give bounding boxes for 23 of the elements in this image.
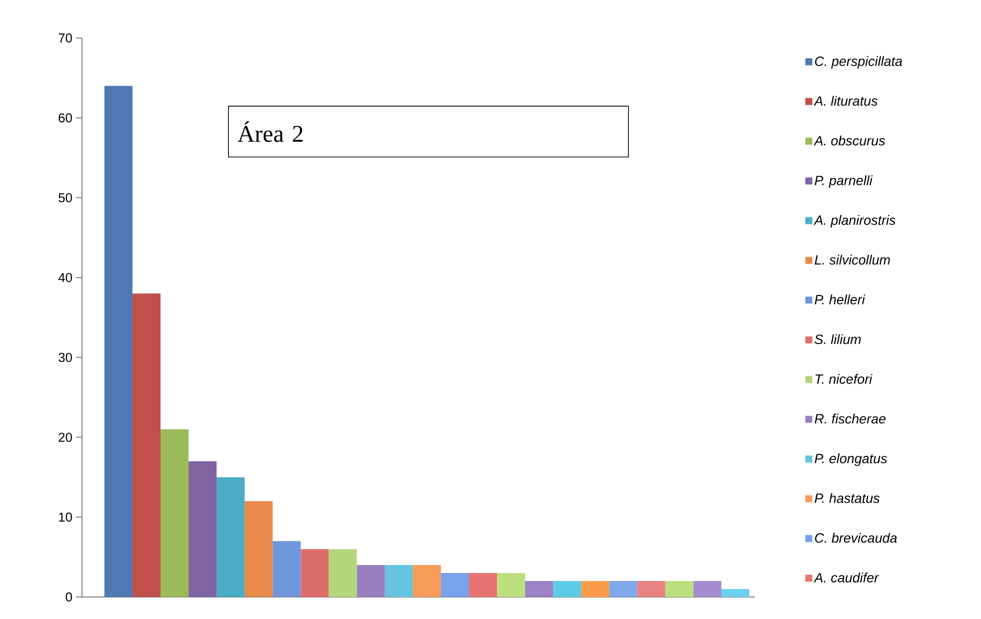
legend-label: L. silvicollum: [814, 254, 890, 265]
legend-label: C. brevicauda: [815, 532, 897, 543]
text: Área 2: [238, 121, 302, 142]
y-tick-label: 70: [58, 33, 72, 43]
y-tick-label: 0: [66, 592, 72, 602]
legend-label: A. planirostris: [814, 215, 896, 228]
legend-label: P. elongatus: [814, 453, 888, 466]
legend-label: S. lilium: [814, 334, 861, 344]
legend-label: C. perspicillata: [815, 56, 902, 69]
legend-label: A. lituratus: [814, 96, 878, 106]
legend-label: A. obscurus: [814, 136, 886, 146]
legend-label: P. helleri: [814, 294, 866, 304]
y-tick-label: 10: [59, 512, 72, 522]
y-tick-label: 40: [58, 272, 72, 282]
y-tick-label: 20: [58, 432, 72, 442]
legend-label: A. caudifer: [814, 572, 880, 582]
y-tick-label: 60: [58, 113, 72, 122]
legend-label: P. hastatus: [814, 493, 880, 504]
legend-label: T. nicefori: [816, 374, 872, 384]
legend-label: R. fischerae: [814, 414, 886, 424]
y-tick-label: 30: [58, 352, 72, 362]
legend-label: P. parnelli: [814, 175, 873, 188]
y-tick-label: 50: [58, 193, 72, 202]
